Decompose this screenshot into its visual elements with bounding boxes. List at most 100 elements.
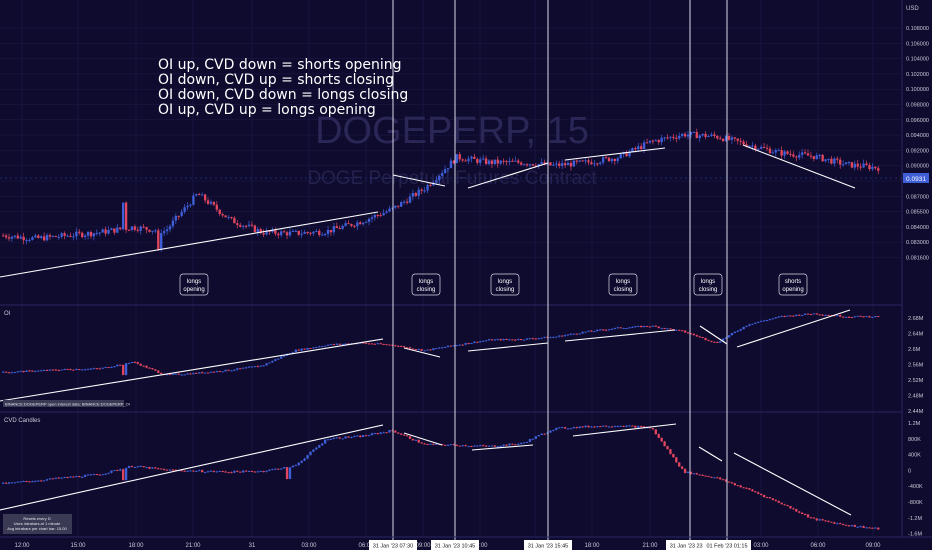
candle-body[interactable] [89,368,93,370]
candle-body[interactable] [596,329,599,332]
candle-body[interactable] [502,160,505,162]
candle-body[interactable] [107,229,110,234]
candle-body[interactable] [698,474,701,476]
candle-body[interactable] [250,224,254,226]
candle-body[interactable] [192,470,195,472]
candle-body[interactable] [101,367,104,369]
candle-body[interactable] [675,329,678,331]
candle-body[interactable] [133,466,137,468]
candle-body[interactable] [353,225,356,227]
candle-body[interactable] [113,470,116,472]
candle-body[interactable] [672,136,675,138]
candle-body[interactable] [268,230,271,232]
candle-body[interactable] [833,158,836,164]
candle-body[interactable] [640,426,643,428]
candle-body[interactable] [57,236,60,238]
candle-body[interactable] [481,158,485,160]
candle-body[interactable] [742,141,745,145]
candle-body[interactable] [517,160,520,163]
candle-body[interactable] [86,232,90,236]
candle-body[interactable] [376,343,379,345]
candle-body[interactable] [727,136,731,140]
candle-body[interactable] [654,140,657,142]
candle-body[interactable] [514,160,517,162]
candle-body[interactable] [654,325,657,327]
candle-body[interactable] [405,201,409,203]
candle-body[interactable] [34,481,37,483]
trend-line[interactable] [0,424,384,511]
candle-body[interactable] [452,160,456,164]
candle-body[interactable] [628,327,631,329]
candle-body[interactable] [323,345,327,347]
candle-body[interactable] [543,336,546,338]
candle-body[interactable] [78,231,81,233]
candle-body[interactable] [300,460,303,463]
candle-body[interactable] [672,453,675,458]
trend-line[interactable] [736,309,851,348]
candle-body[interactable] [566,162,570,166]
candle-body[interactable] [241,225,245,227]
candle-body[interactable] [367,435,371,437]
candle-body[interactable] [458,154,461,160]
candle-body[interactable] [859,526,862,528]
candle-body[interactable] [127,466,131,468]
candle-body[interactable] [716,135,719,139]
candle-body[interactable] [757,492,760,494]
candle-body[interactable] [168,374,172,376]
candle-body[interactable] [537,338,540,340]
candle-body[interactable] [625,425,628,427]
candle-body[interactable] [572,333,576,335]
candle-body[interactable] [332,437,336,439]
candle-body[interactable] [733,137,737,139]
candle-body[interactable] [839,523,842,525]
candle-body[interactable] [432,348,435,350]
candle-body[interactable] [514,444,517,446]
candle-body[interactable] [323,439,327,444]
candle-body[interactable] [7,372,11,374]
candle-body[interactable] [78,369,81,371]
candle-body[interactable] [701,474,704,476]
candle-body[interactable] [566,428,570,430]
candle-body[interactable] [865,316,868,318]
candle-body[interactable] [716,477,719,479]
candle-body[interactable] [414,193,418,196]
candle-body[interactable] [657,326,660,328]
candle-body[interactable] [25,370,28,372]
candle-body[interactable] [177,373,180,375]
candle-body[interactable] [628,151,631,157]
candle-body[interactable] [499,160,502,164]
candle-body[interactable] [587,160,590,163]
candle-body[interactable] [285,467,289,479]
candle-body[interactable] [777,150,780,152]
candle-body[interactable] [841,523,845,525]
candle-body[interactable] [443,444,447,446]
candle-body[interactable] [236,470,239,472]
candle-body[interactable] [227,472,230,474]
candle-body[interactable] [660,137,663,143]
candle-body[interactable] [192,372,195,375]
candle-body[interactable] [777,316,780,318]
candle-body[interactable] [209,371,213,373]
candle-body[interactable] [282,231,286,233]
candle-body[interactable] [733,331,737,334]
candle-body[interactable] [827,158,830,160]
candle-body[interactable] [689,333,693,335]
candle-body[interactable] [812,313,816,315]
candle-body[interactable] [859,315,862,317]
candle-body[interactable] [335,226,338,229]
candle-body[interactable] [350,437,353,439]
candle-body[interactable] [467,158,470,162]
candle-body[interactable] [364,221,368,223]
candle-body[interactable] [651,325,655,327]
candle-body[interactable] [757,321,760,323]
candle-body[interactable] [306,232,309,234]
candle-body[interactable] [16,371,19,373]
candle-body[interactable] [850,525,854,527]
candle-body[interactable] [271,229,274,232]
candle-body[interactable] [347,223,350,225]
candle-body[interactable] [721,138,725,142]
candle-body[interactable] [259,229,262,234]
candle-body[interactable] [51,235,55,237]
candle-body[interactable] [338,437,341,439]
candle-body[interactable] [686,471,690,473]
